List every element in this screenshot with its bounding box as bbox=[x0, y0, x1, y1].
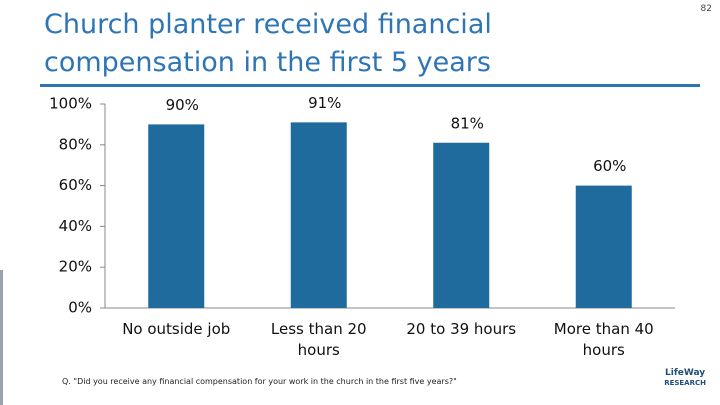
logo-sub: RESEARCH bbox=[664, 379, 706, 387]
y-tick-label: 100% bbox=[49, 95, 92, 113]
value-label: 90% bbox=[166, 96, 199, 114]
value-label: 91% bbox=[308, 94, 341, 112]
value-label: 81% bbox=[451, 114, 484, 132]
x-tick-label: No outside job bbox=[122, 320, 231, 338]
y-tick-label: 0% bbox=[68, 299, 92, 317]
y-tick-label: 80% bbox=[59, 135, 92, 153]
value-label: 60% bbox=[593, 157, 626, 175]
bar bbox=[148, 124, 205, 309]
y-tick-label: 20% bbox=[59, 258, 92, 276]
page-number: 82 bbox=[700, 4, 712, 14]
x-tick-label: 20 to 39 hours bbox=[406, 320, 517, 338]
logo-name: LifeWay bbox=[665, 368, 706, 378]
y-tick-label: 40% bbox=[59, 217, 92, 235]
bar bbox=[290, 122, 347, 308]
chart-title: Church planter received financial compen… bbox=[44, 9, 492, 78]
footnote: Q. "Did you receive any financial compen… bbox=[62, 377, 457, 386]
logo: LifeWay RESEARCH bbox=[664, 368, 706, 388]
x-tick-label: Less than 20 hours bbox=[270, 320, 367, 359]
bar bbox=[575, 185, 632, 308]
bar bbox=[433, 142, 490, 308]
y-tick-label: 60% bbox=[59, 176, 92, 194]
edge-strip bbox=[0, 270, 3, 405]
x-tick-label: More than 40 hours bbox=[553, 320, 654, 359]
title-rule bbox=[40, 84, 700, 87]
